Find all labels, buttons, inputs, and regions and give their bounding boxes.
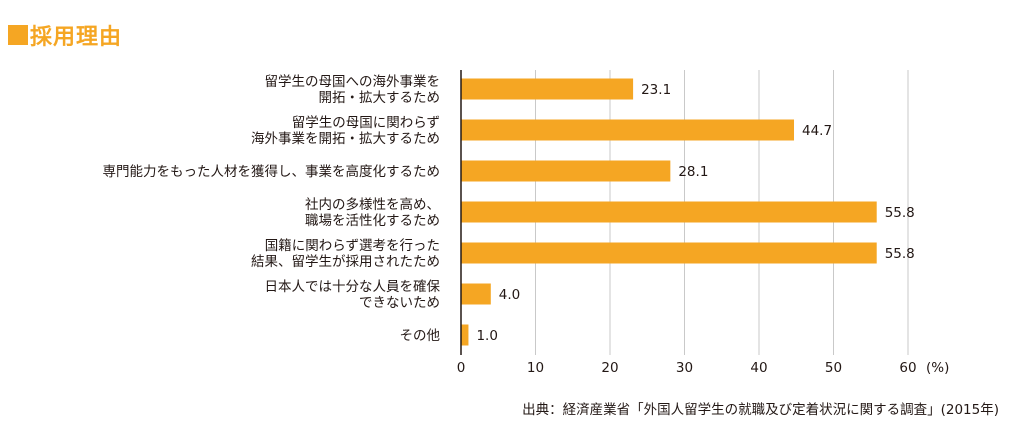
x-tick-label: 10 — [527, 360, 544, 376]
bar-value-label: 28.1 — [678, 164, 708, 180]
x-tick-label: 40 — [750, 360, 767, 376]
bar — [461, 283, 491, 305]
x-tick-label: 0 — [457, 360, 466, 376]
category-label-line: 専門能力をもった人材を獲得し、事業を高度化するため — [103, 163, 441, 180]
category-label-line: 日本人では十分な人員を確保 — [265, 279, 441, 295]
category-label-line: 社内の多様性を高め、 — [305, 196, 440, 213]
bar — [461, 201, 877, 223]
x-axis-ticks: 0 10 20 30 40 50 60 — [457, 360, 917, 376]
category-label-line: 開拓・拡大するため — [319, 90, 441, 106]
source-note: 出典：経済産業省「外国人留学生の就職及び定着状況に関する調査」(2015年) — [522, 402, 999, 418]
heading-square-icon — [8, 25, 28, 45]
category-label: 社内の多様性を高め、職場を活性化するため — [305, 196, 440, 229]
category-label-line: 国籍に関わらず選考を行った — [265, 237, 440, 254]
bar-value-label: 4.0 — [499, 287, 520, 303]
category-label-line: 職場を活性化するため — [305, 213, 440, 229]
bar-chart: 留学生の母国への海外事業を開拓・拡大するため留学生の母国に関わらず海外事業を開拓… — [103, 70, 949, 376]
x-tick-label: 20 — [601, 360, 618, 376]
category-label-line: できないため — [359, 295, 440, 311]
category-label-line: 海外事業を開拓・拡大するため — [251, 131, 440, 147]
category-label: 留学生の母国に関わらず海外事業を開拓・拡大するため — [251, 115, 440, 147]
category-label-line: その他 — [400, 328, 441, 344]
category-label: 国籍に関わらず選考を行った結果、留学生が採用されたため — [251, 237, 440, 270]
bar — [461, 78, 634, 100]
bars — [461, 78, 877, 346]
bar — [461, 119, 795, 141]
chart-heading: 採用理由 — [8, 20, 122, 50]
bar-value-label: 1.0 — [476, 328, 497, 344]
bar — [461, 160, 671, 182]
chart-title: 採用理由 — [30, 25, 123, 50]
category-label: 日本人では十分な人員を確保できないため — [265, 279, 441, 311]
value-labels: 23.1 44.7 28.1 55.8 55.8 4.0 1.0 — [476, 82, 914, 344]
bar-value-label: 55.8 — [885, 205, 915, 221]
category-label-line: 留学生の母国に関わらず — [292, 115, 440, 131]
category-label: 専門能力をもった人材を獲得し、事業を高度化するため — [103, 163, 441, 180]
category-label: 留学生の母国への海外事業を開拓・拡大するため — [265, 74, 441, 106]
x-tick-label: 30 — [676, 360, 693, 376]
unit-label: (%) — [926, 360, 949, 376]
category-labels: 留学生の母国への海外事業を開拓・拡大するため留学生の母国に関わらず海外事業を開拓… — [103, 74, 441, 344]
bar — [461, 242, 877, 264]
bar-value-label: 55.8 — [885, 246, 915, 262]
bar-value-label: 44.7 — [802, 123, 832, 139]
category-label: その他 — [400, 328, 441, 344]
category-label-line: 結果、留学生が採用されたため — [251, 254, 440, 270]
x-tick-label: 60 — [899, 360, 916, 376]
bar-value-label: 23.1 — [641, 82, 671, 98]
x-tick-label: 50 — [825, 360, 842, 376]
category-label-line: 留学生の母国への海外事業を — [265, 74, 441, 90]
bar — [461, 324, 469, 346]
